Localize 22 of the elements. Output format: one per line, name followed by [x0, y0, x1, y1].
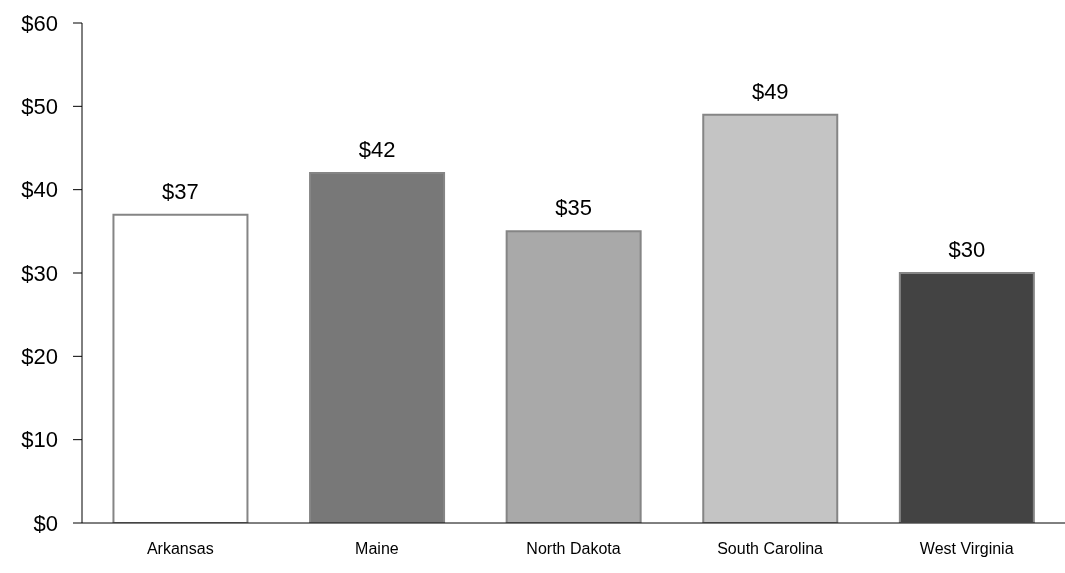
data-label: $35	[555, 195, 593, 221]
x-tick-label: South Carolina	[717, 540, 824, 558]
y-tick-label: $30	[21, 260, 58, 286]
x-tick-label: Maine	[355, 540, 399, 558]
data-label: $37	[162, 178, 199, 204]
y-tick-label: $50	[21, 94, 58, 120]
y-tick-label: $60	[21, 10, 58, 36]
x-tick-label: West Virginia	[919, 540, 1014, 558]
data-label: $49	[751, 78, 789, 104]
y-tick-label: $10	[21, 427, 58, 453]
data-label: $42	[358, 137, 396, 162]
bar	[309, 172, 446, 523]
data-label: $30	[948, 237, 986, 262]
bar	[505, 230, 642, 523]
bar	[702, 113, 839, 523]
x-tick-label: Arkansas	[146, 540, 214, 558]
y-tick-label: $20	[21, 344, 58, 370]
bar	[112, 213, 249, 523]
x-tick-label: North Dakota	[526, 540, 621, 558]
y-tick-label: $0	[33, 510, 58, 536]
y-tick-label: $40	[21, 177, 58, 203]
bar	[898, 272, 1035, 523]
